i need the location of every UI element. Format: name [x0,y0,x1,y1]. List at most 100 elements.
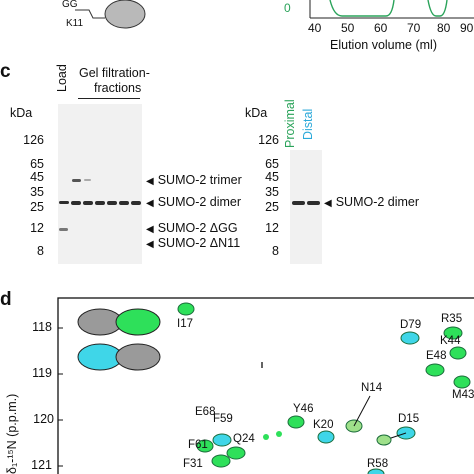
schematic-label-k11: K11 [66,18,84,29]
peak-r35 [443,326,463,340]
peak-i17 [177,302,195,316]
band-label-dimer: ◀ SUMO-2 dimer [146,195,242,209]
peak-r58 [367,468,385,474]
fractions-bracket-line [78,98,140,99]
peak-shift-line [353,395,371,427]
peak-label-f31: F31 [183,458,203,470]
gel-band-trimer [72,179,81,182]
legend-proximal-oval [115,308,161,336]
elution-x-tick: 40 [308,21,322,35]
peak-minor [276,431,282,437]
peak-k44 [449,346,467,360]
peak-label-r35: R35 [441,313,463,325]
band-label-right-dimer: ◀ SUMO-2 dimer [324,195,420,209]
schematic-tail-line [75,9,105,19]
right-marker-12: 12 [265,221,279,235]
gel-band-dimer [83,201,93,205]
left-marker-12: 12 [30,221,44,235]
peak-label-m43: M43 [452,389,474,401]
peak-e68 [196,439,214,453]
peak-label-f61: F61 [188,439,208,451]
fractions-label-line1: Gel filtration- [79,66,150,80]
nmr-peaks [177,302,471,474]
peak-y46 [287,415,305,429]
nmr-frame [57,297,474,474]
gel-band-dimer [71,201,81,205]
sumo-dimer-schematic [75,0,146,29]
right-marker-25: 25 [265,200,279,214]
right-gel-image [290,150,322,264]
elution-x-tick: 50 [341,21,355,35]
peak-label-d15: D15 [398,413,420,425]
elution-y-tick: 0 [284,1,291,15]
band-label-delta-gg: ◀ SUMO-2 ΔGG [146,221,238,235]
y-tick-119: 119 [32,366,52,380]
right-kda-label: kDa [245,106,268,120]
peak-d15-proximal [376,434,392,446]
y-tick-121: 121 [31,458,52,472]
gel-band-delta-gg [59,228,68,231]
panel-c-letter: c [0,61,11,82]
peak-label-q24: Q24 [233,433,255,445]
peak-label-e48: E48 [426,350,447,362]
elution-x-tick: 70 [407,21,421,35]
elution-x-tick: 80 [437,21,451,35]
elution-trace-peak [427,0,448,17]
left-marker-35: 35 [30,185,44,199]
right-marker-45: 45 [265,170,279,184]
peak-label-n14: N14 [361,382,383,394]
y-tick-120: 120 [33,412,54,426]
gel-band-dimer [95,201,105,205]
gel-band-dimer [131,201,141,205]
peak-label-r58: R58 [367,458,389,470]
gel-band-dimer-load [59,201,69,204]
peak-k20 [317,430,335,444]
peak-label-e68: E68 [195,406,216,418]
left-gel-image [58,104,142,264]
gel-band-trimer-faint [84,179,91,181]
left-marker-8: 8 [37,244,44,258]
gel-band-dimer [107,201,117,205]
gel-band-dimer-distal [307,201,320,205]
y-tick-118: 118 [32,320,52,334]
left-marker-25: 25 [30,200,44,214]
left-marker-65: 65 [30,157,44,171]
peak-label-k44: K44 [440,335,461,347]
legend-grey-oval [77,308,123,336]
left-marker-45: 45 [30,170,44,184]
schematic-sumo-oval [104,0,146,29]
elution-plot-fragment [309,0,474,19]
band-label-delta-n11: ◀ SUMO-2 ΔN11 [146,236,241,250]
panel-d-letter: d [0,289,12,310]
left-marker-126: 126 [23,133,44,147]
peak-label-k20: K20 [313,419,334,431]
peak-d79 [400,331,420,345]
peak-f61 [211,454,231,468]
schematic-label-gg: GG [62,0,78,10]
elution-x-tick: 60 [374,21,388,35]
peak-label-y46: Y46 [293,403,314,415]
elution-trace [329,0,395,17]
right-marker-65: 65 [265,157,279,171]
gel-band-dimer [119,201,129,205]
peak-label-i17: I17 [177,318,193,330]
legend-grey-oval [115,343,161,371]
peak-e48 [425,363,445,377]
right-marker-126: 126 [258,133,279,147]
band-label-trimer: ◀ SUMO-2 trimer [146,173,242,187]
peak-m43 [453,375,471,389]
legend-distal-oval [77,343,123,371]
peak-minor [263,434,269,440]
peak-label-f59: F59 [213,413,233,425]
right-marker-35: 35 [265,185,279,199]
right-marker-8: 8 [272,244,279,258]
elution-x-tick: 90 [460,21,474,35]
peak-q24 [226,446,246,460]
peak-f59 [212,433,232,447]
elution-x-label: Elution volume (ml) [330,38,437,52]
gel-band-dimer-proximal [292,201,305,205]
fractions-label-line2: fractions [94,81,142,95]
peak-label-d79: D79 [400,319,422,331]
left-kda-label: kDa [10,106,33,120]
